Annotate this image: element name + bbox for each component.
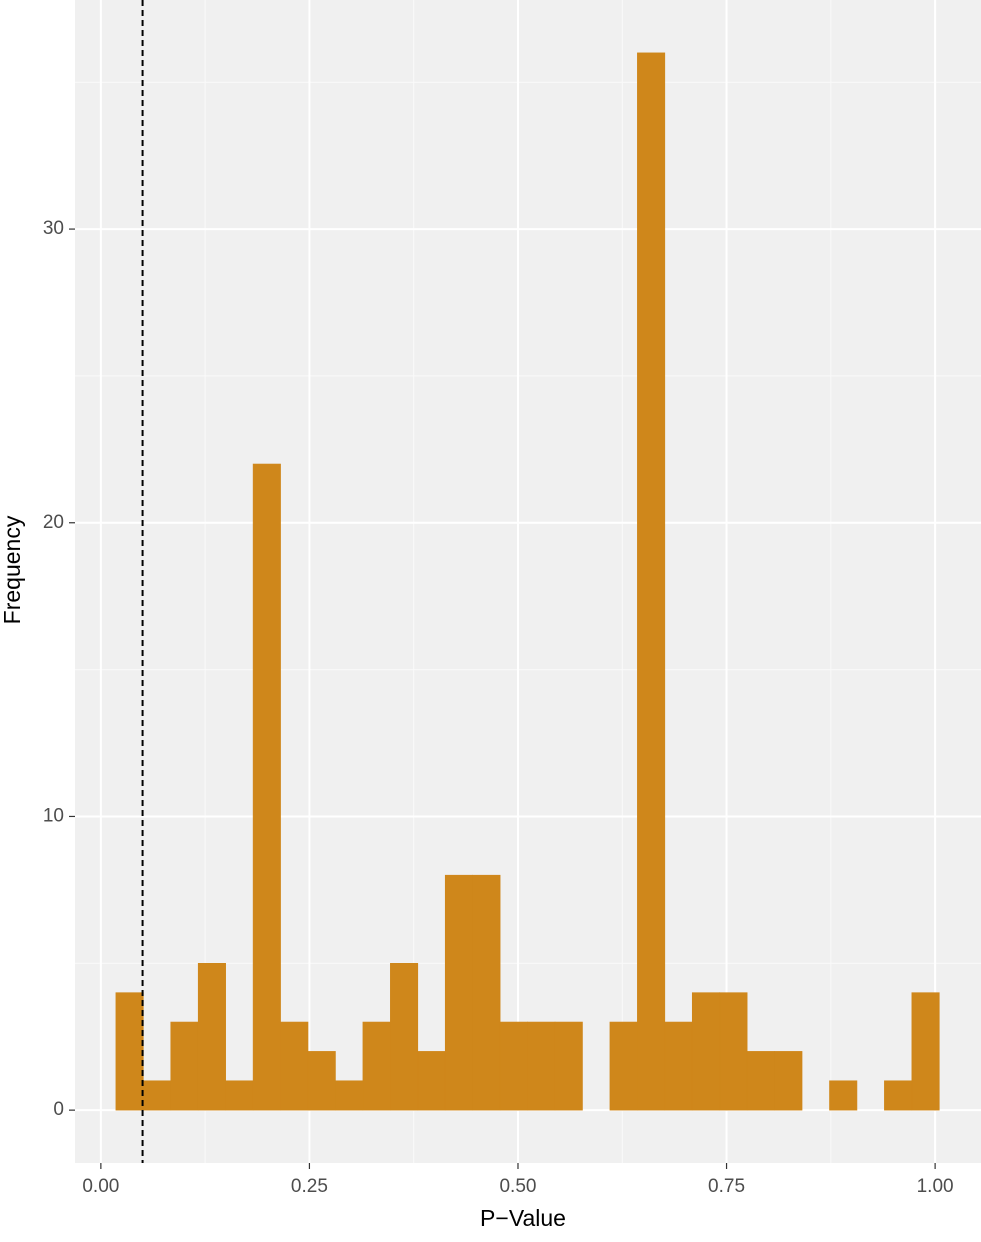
y-axis-title: Frequency (0, 515, 25, 624)
bar (691, 992, 721, 1111)
bar (719, 992, 748, 1111)
bar (472, 874, 501, 1111)
bar (280, 1021, 309, 1111)
bar (746, 1051, 775, 1111)
y-tick-label: 20 (43, 512, 64, 533)
bar (499, 1021, 528, 1111)
bar (911, 992, 940, 1111)
bar (527, 1021, 556, 1111)
bar (664, 1021, 693, 1111)
x-tick-label: 1.00 (917, 1176, 954, 1197)
x-tick-label: 0.50 (499, 1176, 536, 1197)
bar (390, 962, 419, 1111)
bar (335, 1080, 364, 1111)
bar (609, 1021, 638, 1111)
panel (75, 0, 981, 1163)
bar (170, 1021, 199, 1111)
y-tick-label: 10 (43, 805, 64, 826)
bar (774, 1051, 803, 1111)
bar (252, 463, 281, 1111)
x-tick-label: 0.75 (708, 1176, 745, 1197)
bar (115, 992, 144, 1111)
bar (417, 1051, 446, 1111)
bar (884, 1080, 913, 1111)
bar (637, 52, 666, 1111)
x-tick-label: 0.00 (82, 1176, 119, 1197)
x-axis-title: P−Value (480, 1205, 566, 1231)
bar (554, 1021, 583, 1111)
bar (143, 1080, 172, 1111)
bar (307, 1051, 336, 1111)
x-tick-label: 0.25 (291, 1176, 328, 1197)
y-tick-label: 30 (43, 218, 64, 239)
bar (829, 1080, 858, 1111)
bar (444, 874, 473, 1111)
bar (362, 1021, 391, 1111)
y-tick-label: 0 (53, 1099, 64, 1120)
bar (225, 1080, 254, 1111)
bar (197, 962, 226, 1111)
